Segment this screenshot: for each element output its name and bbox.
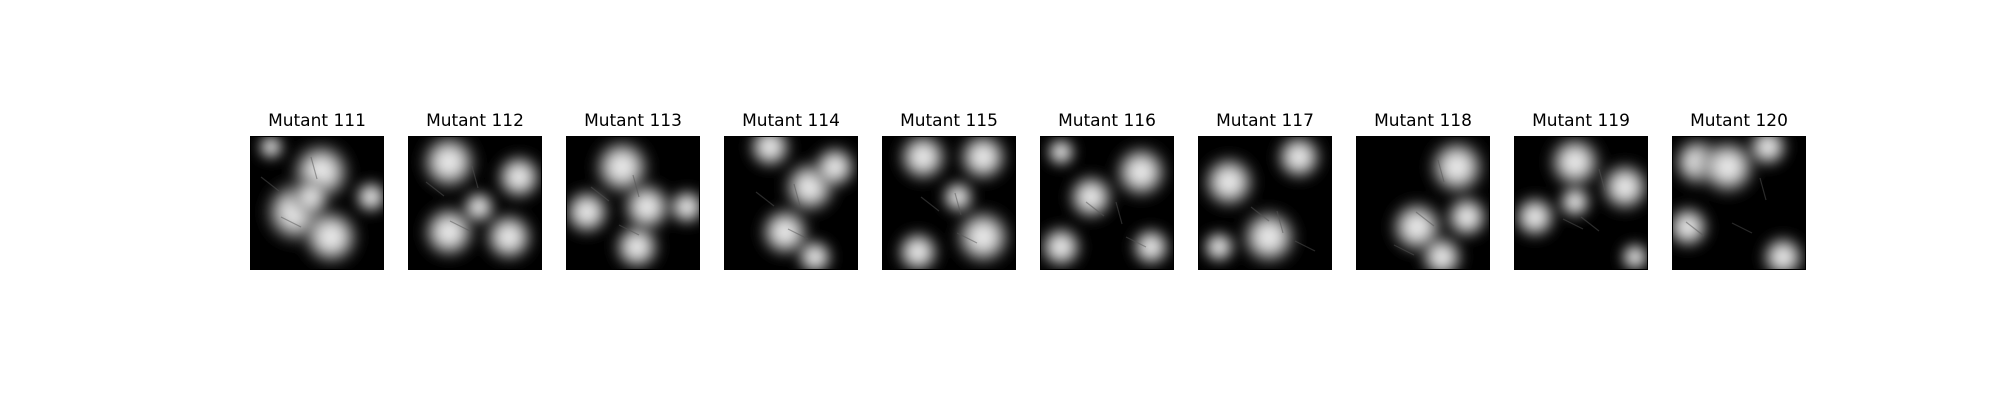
panel-title: Mutant 119: [1532, 111, 1630, 131]
mutant-panel: Mutant 113: [566, 111, 700, 271]
heatmap-image: [250, 136, 384, 270]
mutant-panel: Mutant 120: [1672, 111, 1806, 271]
panel-title: Mutant 116: [1058, 111, 1156, 131]
mutant-panel: Mutant 114: [724, 111, 858, 271]
panel-title: Mutant 118: [1374, 111, 1472, 131]
heatmap-image: [1040, 136, 1174, 270]
heatmap-image: [1198, 136, 1332, 270]
mutant-panel: Mutant 115: [882, 111, 1016, 271]
mutant-panel: Mutant 111: [250, 111, 384, 271]
panel-title: Mutant 120: [1690, 111, 1788, 131]
panel-title: Mutant 117: [1216, 111, 1314, 131]
heatmap-image: [1672, 136, 1806, 270]
mutant-panel: Mutant 118: [1356, 111, 1490, 271]
mutant-panel: Mutant 112: [408, 111, 542, 271]
panel-title: Mutant 115: [900, 111, 998, 131]
panel-title: Mutant 114: [742, 111, 840, 131]
mutant-panel: Mutant 117: [1198, 111, 1332, 271]
heatmap-image: [408, 136, 542, 270]
mutant-panel: Mutant 116: [1040, 111, 1174, 271]
panel-title: Mutant 113: [584, 111, 682, 131]
mutant-panel: Mutant 119: [1514, 111, 1648, 271]
heatmap-image: [724, 136, 858, 270]
panel-title: Mutant 111: [268, 111, 366, 131]
heatmap-image: [566, 136, 700, 270]
heatmap-image: [1514, 136, 1648, 270]
heatmap-image: [882, 136, 1016, 270]
heatmap-image: [1356, 136, 1490, 270]
panel-title: Mutant 112: [426, 111, 524, 131]
